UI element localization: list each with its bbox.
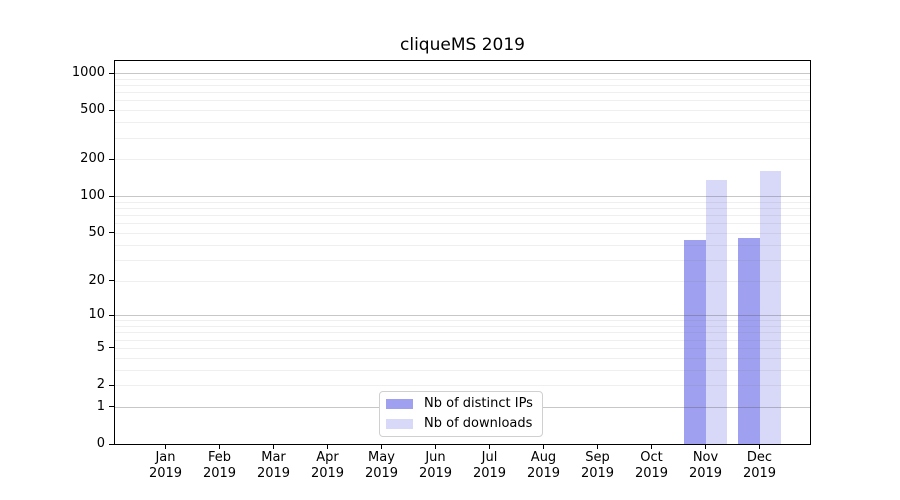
x-tick-label-nov: Nov 2019 xyxy=(688,450,723,481)
bar-downloads-dec xyxy=(759,171,781,444)
gridline-minor xyxy=(114,223,811,225)
gridline-major xyxy=(114,73,811,74)
gridline-minor xyxy=(114,122,811,124)
x-tick-label-apr: Apr 2019 xyxy=(310,450,345,481)
x-tick-label-may: May 2019 xyxy=(364,450,399,481)
x-tick-label-sep: Sep 2019 xyxy=(580,450,615,481)
gridline-minor xyxy=(114,100,811,102)
gridline-minor xyxy=(114,137,811,139)
y-tick-mark xyxy=(109,72,114,74)
gridline-minor xyxy=(114,201,811,203)
y-tick-mark xyxy=(109,443,114,445)
legend: Nb of distinct IPs Nb of downloads xyxy=(379,391,543,437)
legend-row-distinct-ips: Nb of distinct IPs xyxy=(386,396,542,412)
y-tick-mark xyxy=(109,280,114,281)
bar-downloads-nov xyxy=(705,180,727,444)
y-tick-label: 100 xyxy=(80,188,105,204)
gridline-minor xyxy=(114,92,811,94)
x-tick-mark xyxy=(543,444,544,449)
bar-distinct-ips-nov xyxy=(684,239,706,444)
legend-swatch-distinct-ips xyxy=(386,399,413,409)
gridline-minor xyxy=(114,357,811,359)
gridline-minor xyxy=(114,339,811,341)
gridline-major xyxy=(114,315,811,317)
plot-area xyxy=(114,60,811,444)
x-tick-mark xyxy=(327,444,328,449)
x-tick-mark xyxy=(273,444,274,449)
gridline-minor xyxy=(114,347,811,349)
legend-label-downloads: Nb of downloads xyxy=(424,416,533,431)
gridline-minor xyxy=(114,159,811,161)
y-tick-label: 5 xyxy=(96,339,105,355)
gridline-minor xyxy=(114,320,811,322)
y-tick-mark xyxy=(109,158,114,160)
y-tick-mark xyxy=(109,384,114,386)
gridline-minor xyxy=(114,259,811,261)
gridline-minor xyxy=(114,244,811,246)
y-tick-mark xyxy=(109,195,114,197)
legend-swatch-downloads xyxy=(386,419,413,429)
y-tick-mark xyxy=(109,109,114,111)
y-tick-label: 1 xyxy=(96,398,105,414)
y-tick-mark xyxy=(109,232,114,234)
y-tick-label: 10 xyxy=(88,307,105,323)
gridline-minor xyxy=(114,208,811,209)
gridline-minor xyxy=(114,326,811,327)
chart-title: cliqueMS 2019 xyxy=(400,35,525,55)
x-tick-label-jan: Jan 2019 xyxy=(148,450,183,481)
x-tick-mark xyxy=(435,444,436,449)
x-tick-label-dec: Dec 2019 xyxy=(742,450,777,481)
x-tick-mark xyxy=(597,444,598,449)
x-tick-label-jun: Jun 2019 xyxy=(418,450,453,481)
x-tick-label-aug: Aug 2019 xyxy=(526,450,561,481)
gridline-minor xyxy=(114,215,811,217)
y-tick-mark xyxy=(109,347,114,349)
x-tick-mark xyxy=(651,444,652,449)
y-tick-label: 500 xyxy=(80,102,105,118)
gridline-minor xyxy=(114,232,811,234)
legend-label-distinct-ips: Nb of distinct IPs xyxy=(424,396,533,411)
y-tick-label: 50 xyxy=(88,224,105,240)
gridline-minor xyxy=(114,110,811,112)
y-tick-label: 20 xyxy=(88,272,105,288)
gridline-minor xyxy=(114,385,811,386)
gridline-minor xyxy=(114,280,811,282)
x-tick-mark xyxy=(489,444,490,449)
y-tick-label: 1000 xyxy=(71,65,105,80)
gridline-minor xyxy=(114,332,811,334)
legend-row-downloads: Nb of downloads xyxy=(386,416,542,432)
y-tick-label: 200 xyxy=(80,151,105,167)
y-tick-mark xyxy=(109,406,114,408)
x-tick-label-oct: Oct 2019 xyxy=(634,450,669,481)
y-tick-label: 2 xyxy=(96,377,105,392)
x-tick-mark xyxy=(381,444,382,449)
x-tick-label-jul: Jul 2019 xyxy=(472,450,507,481)
x-tick-label-feb: Feb 2019 xyxy=(202,450,237,481)
bar-distinct-ips-dec xyxy=(738,238,760,444)
x-tick-mark xyxy=(705,444,706,449)
gridline-minor xyxy=(114,78,811,80)
y-tick-label: 0 xyxy=(96,436,105,451)
gridline-minor xyxy=(114,369,811,371)
x-tick-mark xyxy=(219,444,220,449)
x-tick-label-mar: Mar 2019 xyxy=(256,450,291,481)
gridline-major xyxy=(114,196,811,198)
x-tick-mark xyxy=(759,444,760,449)
x-tick-mark xyxy=(165,444,166,449)
gridline-minor xyxy=(114,85,811,86)
y-tick-mark xyxy=(109,314,114,316)
